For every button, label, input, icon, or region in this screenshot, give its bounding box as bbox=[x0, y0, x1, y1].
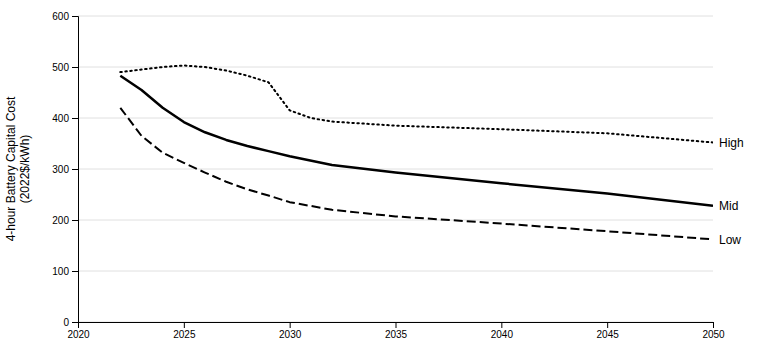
x-tick-mark bbox=[396, 322, 397, 328]
grid bbox=[78, 16, 713, 322]
x-tick-label: 2020 bbox=[67, 329, 90, 340]
y-tick-mark bbox=[72, 271, 78, 272]
y-tick: 600 bbox=[52, 11, 78, 22]
y-tick-mark bbox=[72, 16, 78, 17]
x-axis-line bbox=[79, 323, 714, 329]
x-tick-mark bbox=[184, 322, 185, 328]
y-axis-line bbox=[72, 17, 79, 323]
x-tick-label: 2045 bbox=[597, 329, 620, 340]
chart: 2020 2025 2030 2035 2040 2045 2050 0 100 200 300 40… bbox=[0, 0, 759, 352]
y-axis-title: 4-hour Battery Capital Cost(2022$/kWh) bbox=[4, 96, 32, 241]
series-label: Mid bbox=[719, 199, 738, 213]
y-tick-mark bbox=[72, 67, 78, 68]
plot-area bbox=[120, 65, 713, 239]
series-line bbox=[120, 76, 713, 206]
y-tick: 300 bbox=[52, 164, 78, 175]
y-tick-mark bbox=[72, 322, 78, 323]
y-tick-mark bbox=[72, 169, 78, 170]
x-tick: 2030 bbox=[279, 322, 302, 340]
series-label: High bbox=[719, 136, 744, 150]
x-tick: 2045 bbox=[597, 322, 620, 340]
grid-line bbox=[78, 271, 713, 272]
x-tick: 2050 bbox=[702, 322, 725, 340]
x-tick-label: 2030 bbox=[279, 329, 302, 340]
x-tick: 2020 bbox=[67, 322, 90, 340]
y-tick-label: 100 bbox=[52, 266, 69, 277]
series-line bbox=[120, 108, 713, 240]
grid-line bbox=[78, 220, 713, 221]
x-tick-label: 2040 bbox=[491, 329, 514, 340]
x-tick: 2025 bbox=[173, 322, 196, 340]
y-tick: 200 bbox=[52, 215, 78, 226]
x-tick-mark bbox=[290, 322, 291, 328]
y-tick: 400 bbox=[52, 113, 78, 124]
y-axis: 0 100 200 300 400 500 600 bbox=[52, 11, 78, 328]
x-tick-mark bbox=[713, 322, 714, 328]
x-tick-label: 2025 bbox=[173, 329, 196, 340]
series-label: Low bbox=[719, 233, 741, 247]
y-axis-title-line: (2022$/kWh) bbox=[18, 135, 32, 204]
x-axis: 2020 2025 2030 2035 2040 2045 2050 bbox=[67, 322, 725, 340]
series-line bbox=[120, 65, 713, 142]
x-tick: 2035 bbox=[385, 322, 408, 340]
grid-line bbox=[78, 118, 713, 119]
y-tick-label: 400 bbox=[52, 113, 69, 124]
y-tick: 500 bbox=[52, 62, 78, 73]
y-tick-mark bbox=[72, 220, 78, 221]
y-tick: 0 bbox=[63, 317, 78, 328]
y-tick-label: 0 bbox=[63, 317, 69, 328]
x-tick-mark bbox=[501, 322, 502, 328]
x-tick-label: 2035 bbox=[385, 329, 408, 340]
y-tick: 100 bbox=[52, 266, 78, 277]
y-axis-title-line: 4-hour Battery Capital Cost bbox=[4, 96, 18, 241]
y-tick-mark bbox=[72, 118, 78, 119]
y-tick-label: 500 bbox=[52, 62, 69, 73]
grid-line bbox=[78, 67, 713, 68]
x-tick: 2040 bbox=[491, 322, 514, 340]
x-tick-mark bbox=[607, 322, 608, 328]
y-tick-label: 200 bbox=[52, 215, 69, 226]
y-tick-label: 600 bbox=[52, 11, 69, 22]
grid-line bbox=[78, 16, 713, 17]
grid-line bbox=[78, 169, 713, 170]
y-tick-label: 300 bbox=[52, 164, 69, 175]
x-tick-label: 2050 bbox=[702, 329, 725, 340]
